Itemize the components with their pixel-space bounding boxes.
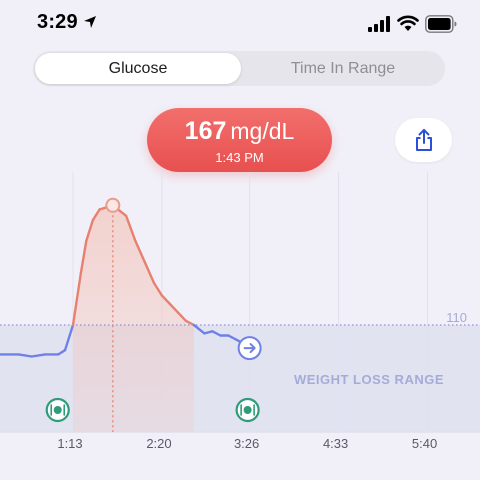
battery-icon [425,15,457,33]
share-icon [415,129,432,151]
threshold-label: 110 [446,310,467,325]
status-bar: 3:29 [0,0,480,44]
series-segment-high [124,214,137,243]
series-segment-normal [57,348,67,356]
tab-time-in-range-label: Time In Range [290,59,396,77]
x-tick-label: 5:40 [412,436,437,451]
peak-area [73,205,194,432]
meal-icon[interactable] [45,397,70,423]
reading-value: 167 [184,117,227,145]
status-time: 3:29 [37,11,78,33]
series-segment-high [143,260,156,285]
series-segment-high [79,239,88,274]
share-button[interactable] [395,118,452,162]
location-arrow-icon [84,16,96,28]
series-segment-high [71,271,83,327]
series-segment-high [85,218,95,243]
meal-icon[interactable] [235,397,260,423]
tab-glucose[interactable]: Glucose [35,53,241,84]
reading-main: 167 mg/dL [147,117,332,146]
arrow-right-icon[interactable] [237,336,262,361]
series-segment-high [176,311,188,323]
series-segment-normal [63,323,75,352]
reading-time: 1:43 PM [215,150,264,165]
wifi-icon [397,15,419,31]
segmented-control: Glucose Time In Range [33,51,445,86]
series-segment-high [152,281,164,297]
x-tick-label: 3:26 [234,436,259,451]
series-segment-normal [192,323,206,335]
tab-glucose-label: Glucose [108,59,168,77]
x-tick-label: 4:33 [323,436,348,451]
tab-time-in-range[interactable]: Time In Range [243,53,443,84]
series-segment-high [134,239,146,264]
glucose-reading-pill: 167 mg/dL 1:43 PM [147,108,332,172]
series-segment-normal [211,330,222,337]
series-segment-normal [17,353,34,358]
series-segment-high [184,319,196,327]
series-segment-normal [203,330,214,335]
series-segment-high [168,302,180,314]
x-tick-label: 1:13 [57,436,82,451]
series-segment-high [160,294,172,306]
glucose-chart: 110 WEIGHT LOSS RANGE 1:13 2:20 3:26 4:33 5:… [0,172,480,451]
range-band-label: WEIGHT LOSS RANGE [294,372,444,387]
x-tick-label: 2:20 [146,436,171,451]
reading-unit: mg/dL [230,118,295,144]
series-segment-normal [227,334,238,341]
cellular-signal-icon [368,16,390,32]
series-segment-high [91,208,101,222]
peak-point[interactable] [105,197,121,213]
series-segment-normal [30,353,47,358]
